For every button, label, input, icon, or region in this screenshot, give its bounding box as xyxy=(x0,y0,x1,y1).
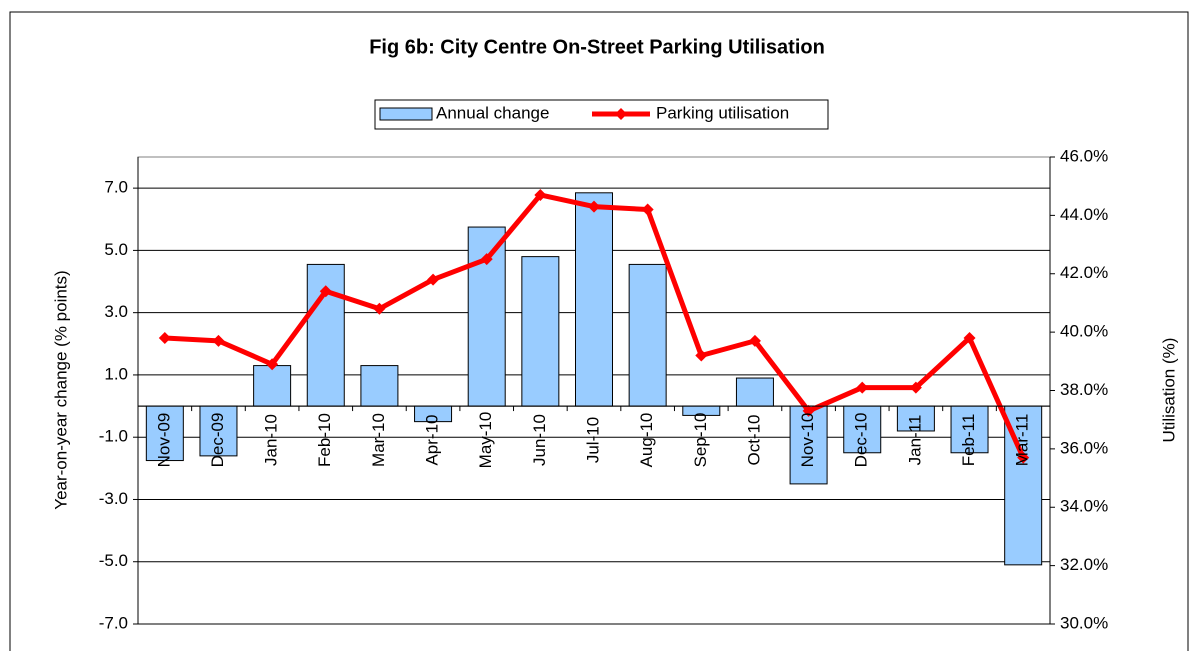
marker xyxy=(373,302,386,315)
y-tick-label: 3.0 xyxy=(104,302,128,321)
marker xyxy=(802,404,815,417)
y-axis-title: Year-on-year change (% points) xyxy=(51,270,70,509)
y-tick-label: 5.0 xyxy=(104,240,128,259)
x-tick-label: Nov-10 xyxy=(798,413,817,468)
y2-tick-label: 44.0% xyxy=(1060,205,1108,224)
y2-tick-label: 36.0% xyxy=(1060,438,1108,457)
x-tick-label: Feb-10 xyxy=(315,413,334,467)
marker xyxy=(319,285,332,298)
marker xyxy=(534,188,547,201)
x-tick-label: Jun-10 xyxy=(530,414,549,466)
y2-tick-label: 40.0% xyxy=(1060,322,1108,341)
marker xyxy=(1017,451,1030,464)
x-tick-label: Aug-10 xyxy=(637,413,656,468)
x-tick-label: May-10 xyxy=(476,412,495,469)
marker xyxy=(427,273,440,286)
bar xyxy=(628,263,667,407)
x-tick-label: Mar-11 xyxy=(1013,414,1032,467)
marker xyxy=(266,358,279,371)
marker xyxy=(158,331,171,344)
bar xyxy=(950,405,989,454)
marker xyxy=(856,381,869,394)
y-tick-label: -3.0 xyxy=(99,489,128,508)
x-tick-label: Jan-11 xyxy=(905,415,924,466)
legend-swatch xyxy=(379,107,433,121)
marker xyxy=(480,253,493,266)
bar xyxy=(360,365,399,407)
marker xyxy=(963,331,976,344)
x-tick-label: Feb-11 xyxy=(959,414,978,467)
y2-tick-label: 32.0% xyxy=(1060,555,1108,574)
marker xyxy=(695,349,708,362)
x-tick-label: Jul-10 xyxy=(583,417,602,463)
y2-axis-title: Utilisation (%) xyxy=(1159,338,1178,443)
bar xyxy=(575,192,613,407)
x-tick-label: Sep-10 xyxy=(691,413,710,468)
x-tick-label: Oct-10 xyxy=(744,414,763,465)
bar xyxy=(521,256,560,407)
x-tick-label: Jan-10 xyxy=(262,414,281,466)
y-tick-label: -7.0 xyxy=(99,613,128,632)
bar xyxy=(1004,405,1043,566)
y-tick-label: 7.0 xyxy=(104,178,128,197)
bar xyxy=(789,405,828,485)
y2-tick-label: 34.0% xyxy=(1060,497,1108,516)
y2-tick-label: 46.0% xyxy=(1060,146,1108,165)
x-tick-label: Nov-09 xyxy=(154,413,173,468)
marker xyxy=(588,200,600,213)
bar xyxy=(896,405,935,432)
x-tick-label: Apr-10 xyxy=(423,414,442,465)
bar xyxy=(467,226,506,407)
legend-label: Parking utilisation xyxy=(656,103,789,122)
marker xyxy=(909,381,922,394)
bar xyxy=(253,365,292,407)
y2-tick-label: 30.0% xyxy=(1060,613,1108,632)
y-tick-label: -1.0 xyxy=(99,427,128,446)
x-tick-label: Mar-10 xyxy=(369,413,388,467)
marker xyxy=(748,334,761,347)
legend-label: Annual change xyxy=(436,103,549,122)
x-tick-label: Dec-09 xyxy=(208,413,227,468)
y2-tick-label: 38.0% xyxy=(1060,380,1108,399)
bar xyxy=(199,405,238,457)
bar xyxy=(735,377,774,407)
y-tick-label: -5.0 xyxy=(99,551,128,570)
y2-tick-label: 42.0% xyxy=(1060,263,1108,282)
x-tick-label: Dec-10 xyxy=(852,413,871,468)
marker xyxy=(212,334,225,347)
legend-marker xyxy=(615,108,627,120)
chart-title: Fig 6b: City Centre On-Street Parking Ut… xyxy=(369,36,825,58)
bar xyxy=(843,405,882,454)
y-tick-label: 1.0 xyxy=(104,364,128,383)
marker xyxy=(641,203,654,216)
